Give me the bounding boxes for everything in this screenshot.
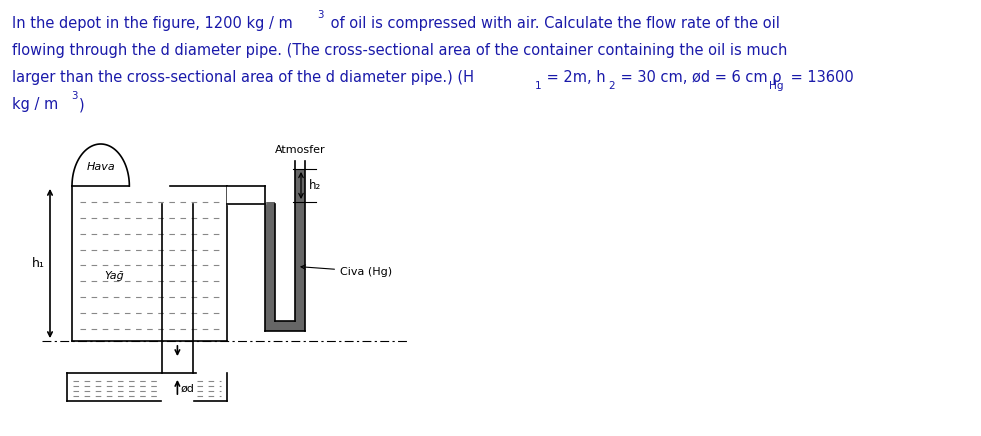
Text: = 13600: = 13600 [786,70,853,85]
Text: 3: 3 [318,10,324,20]
Text: Atmosfer: Atmosfer [275,145,326,155]
Text: 3: 3 [71,91,77,101]
Text: In the depot in the figure, 1200 kg / m: In the depot in the figure, 1200 kg / m [12,16,292,31]
Text: flowing through the d diameter pipe. (The cross-sectional area of the container : flowing through the d diameter pipe. (Th… [12,43,788,58]
Text: larger than the cross-sectional area of the d diameter pipe.) (H: larger than the cross-sectional area of … [12,70,474,85]
Text: 1: 1 [535,81,542,91]
Text: Hg: Hg [769,81,784,91]
Text: h₁: h₁ [31,257,44,270]
Text: kg / m: kg / m [12,97,58,112]
Text: h₂: h₂ [309,179,321,192]
Text: = 30 cm, ød = 6 cm ρ: = 30 cm, ød = 6 cm ρ [616,70,782,85]
Text: Hava: Hava [86,162,115,172]
Text: Civa (Hg): Civa (Hg) [301,265,392,276]
Text: 2: 2 [608,81,615,91]
Text: of oil is compressed with air. Calculate the flow rate of the oil: of oil is compressed with air. Calculate… [326,16,780,31]
Text: = 2m, h: = 2m, h [542,70,605,85]
Text: Yağ: Yağ [104,271,124,281]
Polygon shape [265,169,305,331]
Text: ): ) [78,97,84,112]
Text: ød: ød [181,383,194,393]
